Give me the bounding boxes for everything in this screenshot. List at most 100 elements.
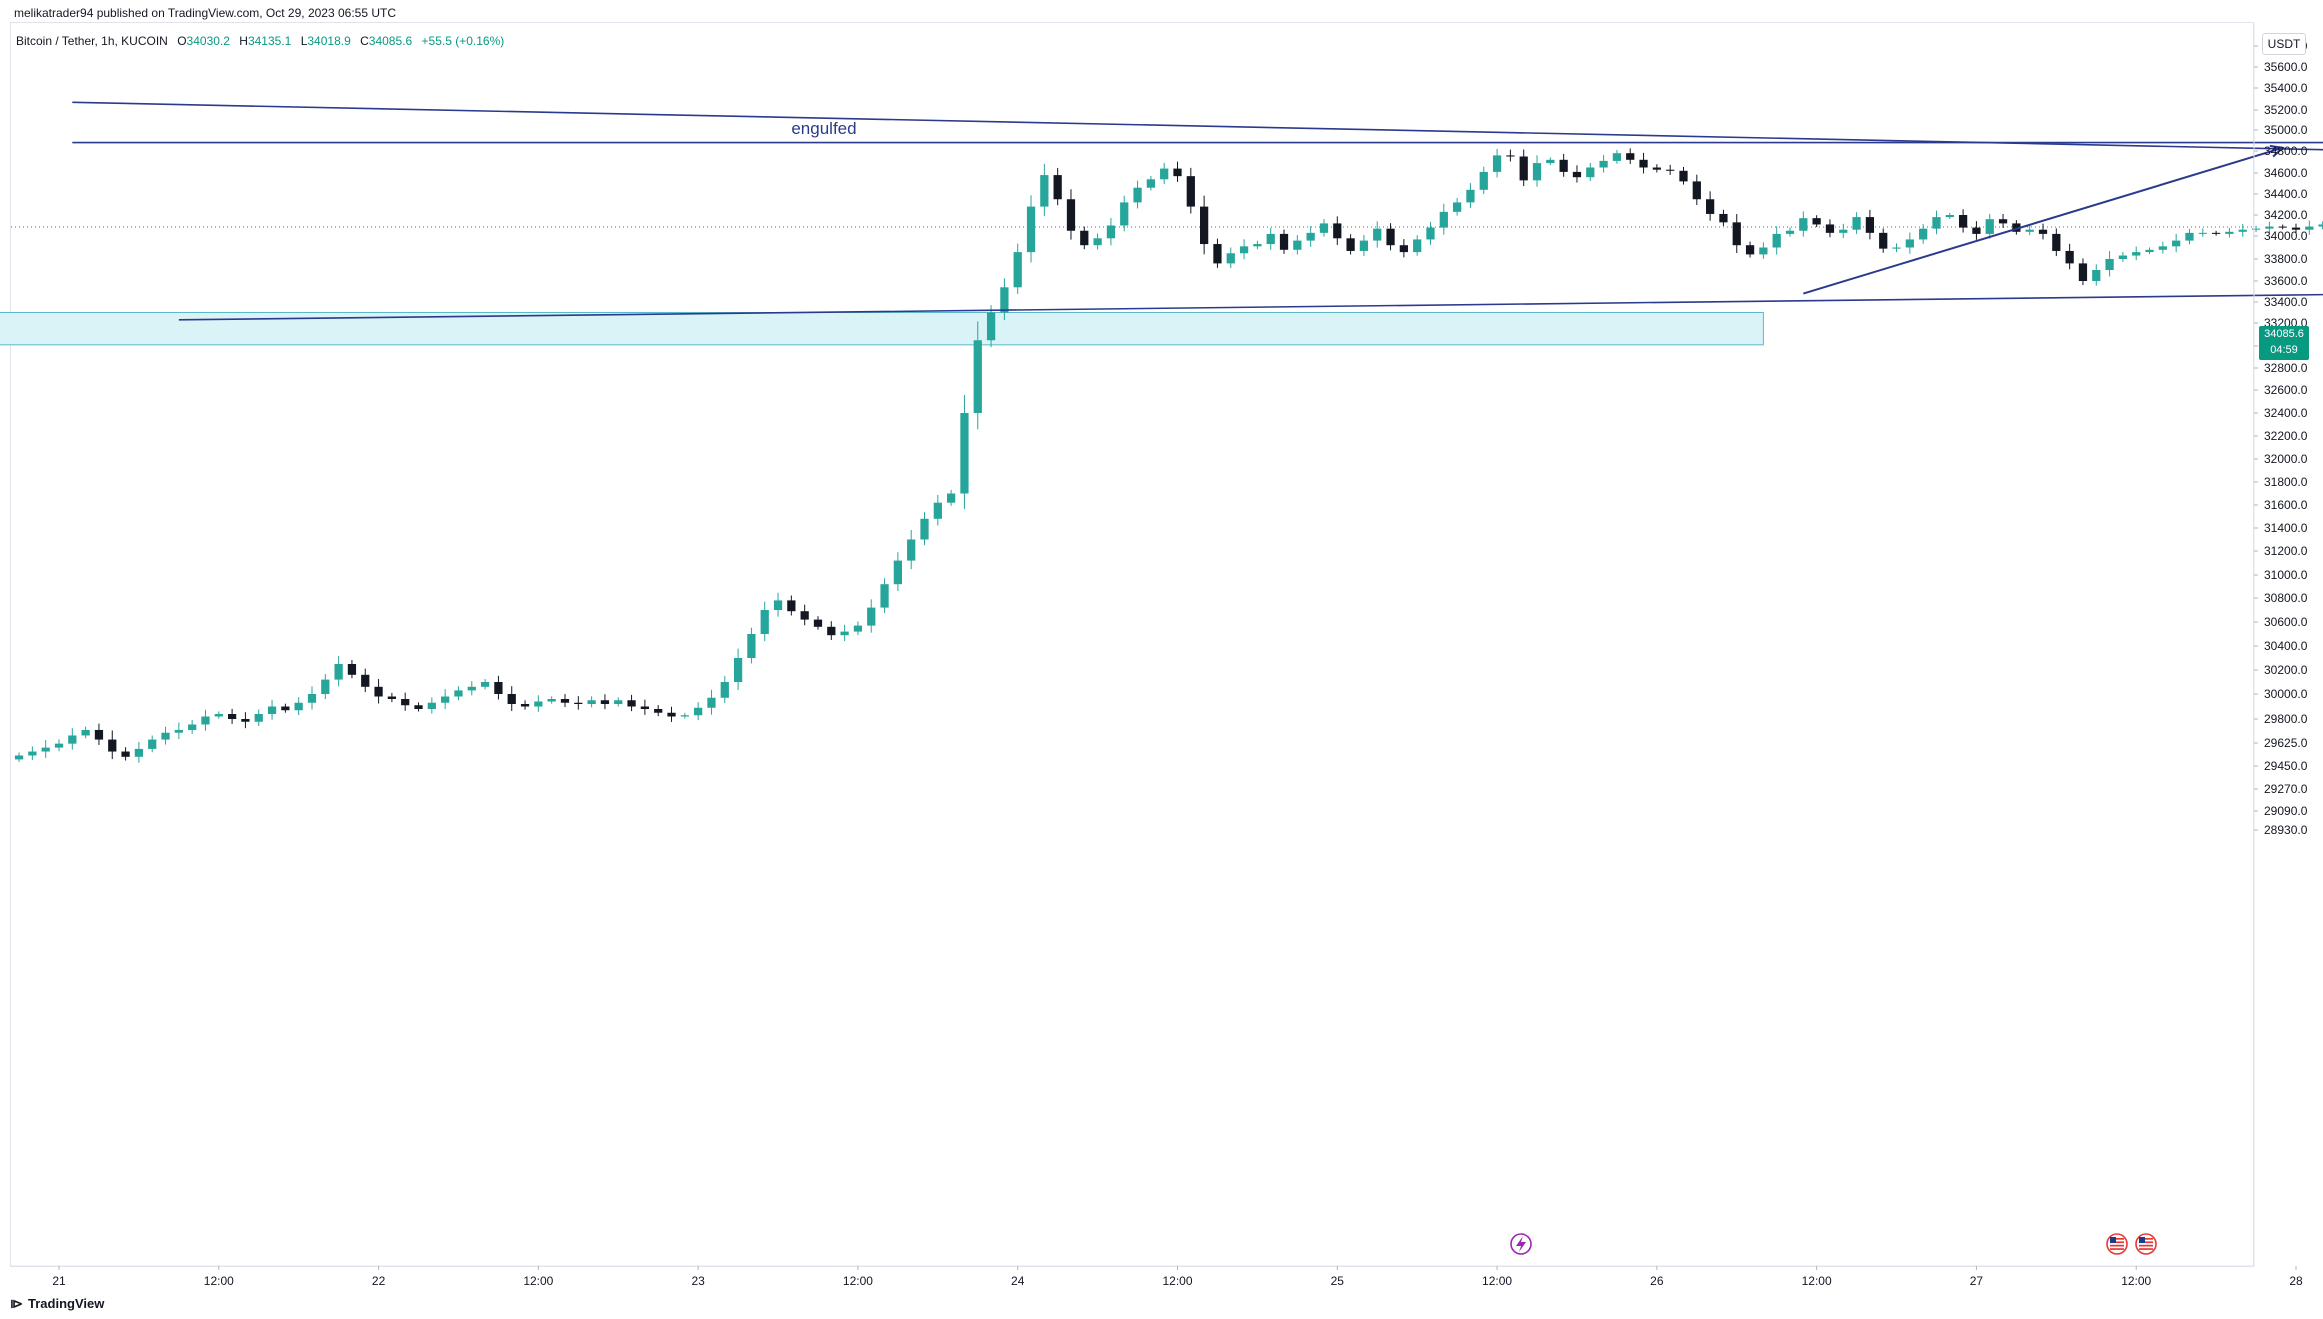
time-tick-label: 22 <box>372 1274 386 1288</box>
drawings[interactable]: engulfed <box>72 101 2323 321</box>
candle-body <box>2038 229 2048 234</box>
candle-body <box>1666 169 1675 171</box>
candle-body <box>1998 219 2008 224</box>
candle-body <box>840 631 849 636</box>
candle-body <box>867 607 876 626</box>
candle-body <box>1013 252 1022 288</box>
time-tick-label: 26 <box>1650 1274 1664 1288</box>
candle-body <box>94 729 104 740</box>
price-tick-label: 29270.0 <box>2264 782 2308 796</box>
candle-body <box>1293 240 1302 250</box>
candle-body <box>1173 168 1182 177</box>
candle-body <box>1386 228 1395 246</box>
candle-body <box>494 682 503 694</box>
publisher-line: melikatrader94 published on TradingView.… <box>14 6 396 20</box>
price-tick-label: 34000.0 <box>2264 229 2308 243</box>
time-tick-label: 12:00 <box>1802 1274 1832 1288</box>
candle-body <box>853 625 863 632</box>
candle-body <box>1879 232 1888 249</box>
time-tick-label: 25 <box>1331 1274 1345 1288</box>
candle-body <box>467 686 476 691</box>
currency-unit-button[interactable]: USDT <box>2262 33 2306 55</box>
candle-body <box>880 584 889 608</box>
candle-body <box>1333 223 1342 239</box>
candle-body <box>654 709 663 713</box>
price-tick-label: 29800.0 <box>2264 712 2308 726</box>
candle-body <box>134 748 144 757</box>
candle-body <box>2065 250 2074 264</box>
candle-body <box>2305 226 2314 230</box>
candle-body <box>667 712 676 717</box>
candle-body <box>2278 226 2287 228</box>
candle-body <box>534 701 543 707</box>
symbol-name[interactable]: Bitcoin / Tether, 1h, KUCOIN <box>16 34 168 48</box>
candle-body <box>933 502 942 519</box>
candle-body <box>148 739 157 749</box>
candle-body <box>547 699 556 702</box>
candle-body <box>347 664 357 675</box>
price-tick-label: 34400.0 <box>2264 187 2308 201</box>
candle-body <box>2198 232 2207 234</box>
candle-body <box>2025 229 2034 232</box>
footer-brand[interactable]: ⧐ TradingView <box>10 1296 104 1312</box>
price-tick-label: 32200.0 <box>2264 429 2308 443</box>
arrow-line <box>1803 146 2283 295</box>
candle-body <box>1892 247 1901 249</box>
low-label: L <box>300 34 308 48</box>
candle-body <box>920 518 929 540</box>
price-tick-label: 32400.0 <box>2264 406 2308 420</box>
price-tick-label: 33800.0 <box>2264 252 2308 266</box>
candle-body <box>1732 222 1741 246</box>
close-label: C <box>360 34 369 48</box>
candle-body <box>174 729 183 733</box>
candle-body <box>188 724 197 730</box>
high-value: 34135.1 <box>247 34 292 48</box>
earnings-lightning-icon <box>1510 1233 1532 1255</box>
time-tick-label: 27 <box>1970 1274 1984 1288</box>
price-tick-label: 30200.0 <box>2264 663 2308 677</box>
price-tick-label: 31800.0 <box>2264 475 2308 489</box>
candle-body <box>108 739 117 752</box>
candle-body <box>1373 228 1382 241</box>
price-tick-label: 30400.0 <box>2264 639 2308 653</box>
flag-icon-canton <box>2110 1237 2116 1243</box>
candle-body <box>1266 233 1275 245</box>
event-markers[interactable] <box>1510 1233 2157 1255</box>
candle-body <box>2251 228 2261 230</box>
price-tick-label: 34800.0 <box>2264 144 2308 158</box>
candle-body <box>640 706 650 709</box>
candle-body <box>1532 163 1542 181</box>
candle-body <box>2012 223 2021 232</box>
flag-icon-stripe <box>2139 1244 2153 1247</box>
candle-body <box>1319 223 1329 233</box>
candle-body <box>1652 167 1661 170</box>
candle-body <box>2145 249 2154 253</box>
candle-body <box>1719 213 1728 223</box>
candle-body <box>1413 239 1422 253</box>
brand-label: TradingView <box>28 1296 105 1311</box>
price-tick-label: 30600.0 <box>2264 615 2308 629</box>
price-tick-label: 30800.0 <box>2264 591 2308 605</box>
price-tick-label: 35400.0 <box>2264 81 2308 95</box>
candle-body <box>227 714 237 719</box>
price-tick-label: 31600.0 <box>2264 498 2308 512</box>
time-tick-label: 12:00 <box>204 1274 234 1288</box>
candle-body <box>414 705 423 709</box>
candle-body <box>760 610 769 634</box>
lightning-icon-bolt <box>1516 1236 1526 1252</box>
candle-body <box>1026 206 1036 253</box>
price-axis[interactable]: 35800.035600.035400.035200.035000.034800… <box>2253 23 2308 1266</box>
candle-body <box>334 664 343 680</box>
time-tick-label: 21 <box>52 1274 66 1288</box>
candle-body <box>1213 244 1222 264</box>
price-tick-label: 29625.0 <box>2264 736 2308 750</box>
candle-body <box>960 413 969 494</box>
bar-countdown: 04:59 <box>2270 344 2298 356</box>
candle-body <box>1160 168 1169 180</box>
candle-body <box>1958 215 1968 228</box>
candle-body <box>267 706 277 714</box>
price-tick-label: 35200.0 <box>2264 103 2308 117</box>
candle-body <box>41 747 50 752</box>
time-axis[interactable]: 21 12:00 22 12:00 23 12:00 24 12:00 25 12:00 26 12:… <box>11 1265 2323 1288</box>
